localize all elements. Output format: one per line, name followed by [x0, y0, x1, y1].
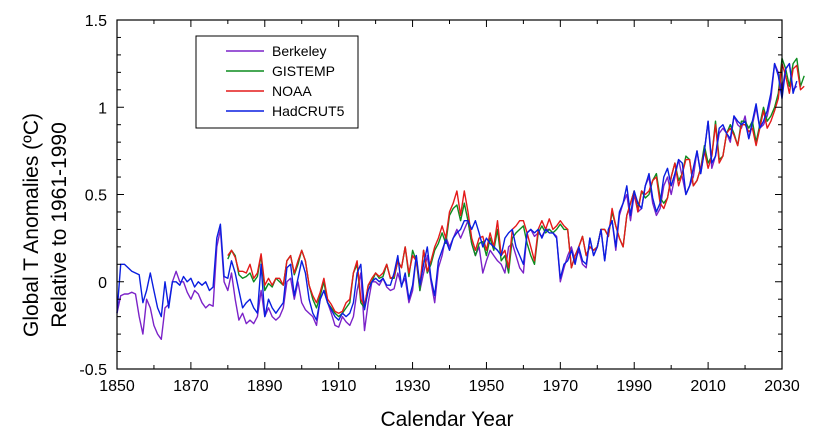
legend-label-berkeley: Berkeley [272, 43, 326, 59]
y-tick-label: 1.5 [85, 13, 107, 30]
x-tick-label: 1990 [616, 378, 652, 395]
legend-label-noaa: NOAA [272, 83, 312, 99]
x-tick-label: 2010 [690, 378, 726, 395]
x-tick-label: 1890 [247, 378, 283, 395]
x-tick-label: 1950 [469, 378, 505, 395]
x-tick-label: 1910 [321, 378, 357, 395]
legend-label-hadcrut5: HadCRUT5 [272, 103, 345, 119]
axis-ticks: 1850 1870 1890 1910 1930 1950 1970 1990 2010 2030… [79, 13, 799, 395]
y-tick-label: -0.5 [79, 362, 107, 379]
y-tick-label: 1 [98, 100, 107, 117]
series-line-noaa [227, 62, 805, 314]
x-tick-label: 2030 [764, 378, 800, 395]
legend: Berkeley GISTEMP NOAA HadCRUT5 [195, 35, 359, 129]
x-tick-label: 1930 [395, 378, 431, 395]
legend-label-gistemp: GISTEMP [272, 63, 335, 79]
series-line-berkeley [116, 62, 798, 340]
y-tick-label: 0 [98, 275, 107, 292]
x-tick-label: 1970 [543, 378, 579, 395]
series-layer [116, 57, 805, 340]
y-axis-title: Global T Anomalies (ºC) Relative to 1961… [20, 113, 71, 337]
y-axis-title-line-1: Global T Anomalies (ºC) [20, 113, 43, 337]
series-line-hadcrut5 [116, 62, 798, 321]
y-tick-label: 0.5 [85, 188, 107, 205]
x-tick-label: 1870 [173, 378, 209, 395]
x-axis-title: Calendar Year [380, 408, 513, 431]
x-tick-label: 1850 [99, 378, 135, 395]
legend-box [195, 35, 359, 129]
y-axis-title-line-2: Relative to 1961-1990 [48, 122, 71, 327]
